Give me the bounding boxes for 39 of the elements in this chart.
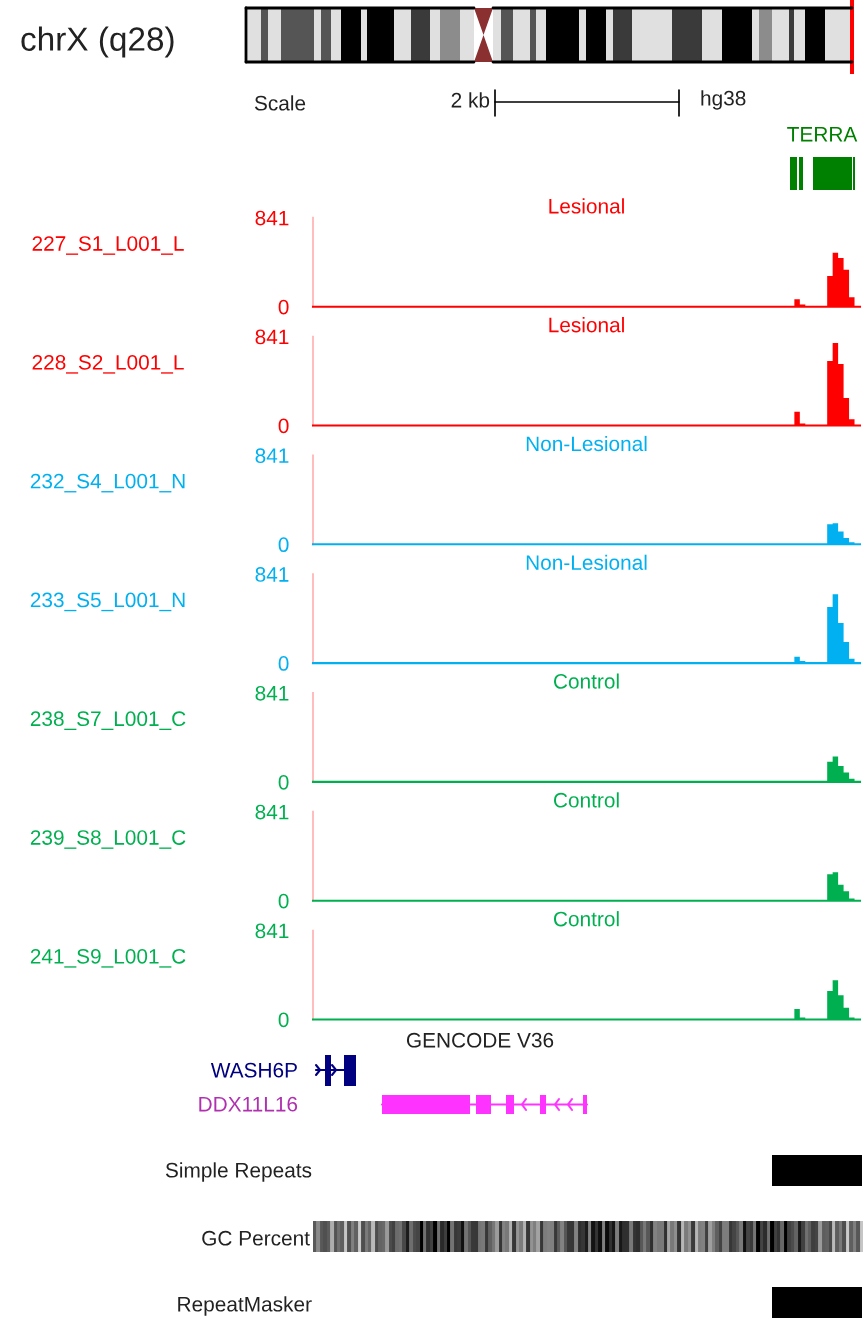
y-tick-label: 841 [255, 685, 289, 701]
text: TERRA [787, 127, 858, 142]
y-axis-title: 233_S5_L001_N [30, 592, 185, 612]
chart-title: Lesional [549, 317, 624, 333]
y-tick-label: 0 [278, 893, 289, 909]
chart-title: Control [553, 792, 619, 808]
text: Scale [254, 95, 306, 111]
chart-title: Lesional [549, 198, 624, 214]
y-tick-label: 841 [255, 567, 289, 582]
y-tick-label: 841 [255, 329, 289, 345]
text: WASH6P [210, 1062, 297, 1078]
text: DDX11L16 [199, 1096, 298, 1112]
text: hg38 [701, 90, 746, 110]
y-axis-title: 241_S9_L001_C [30, 948, 186, 968]
y-axis-title: 239_S8_L001_C [30, 830, 186, 849]
text: GENCODE V36 [406, 1032, 554, 1048]
y-tick-label: 0 [278, 299, 289, 315]
y-tick-label: 0 [278, 774, 289, 790]
text: GC Percent [202, 1230, 310, 1246]
y-tick-label: 841 [255, 210, 289, 226]
y-tick-label: 0 [278, 656, 289, 671]
chart-title: Control [553, 673, 619, 689]
y-axis-title: 238_S7_L001_C [30, 711, 186, 731]
y-axis-title: 228_S2_L001_L [32, 354, 184, 374]
chart-title: Non-Lesional [526, 554, 647, 570]
y-tick-label: 0 [278, 418, 289, 434]
y-tick-label: 841 [255, 804, 289, 820]
y-axis-title: 232_S4_L001_N [30, 473, 185, 493]
chart-title: Non-Lesional [526, 435, 647, 452]
y-tick-label: 841 [255, 923, 289, 939]
y-axis-title: 227_S1_L001_L [32, 236, 184, 255]
text: chrX (q28) [21, 26, 174, 58]
text: 2 kb [451, 92, 490, 108]
text: Simple Repeats [165, 1162, 312, 1182]
y-tick-label: 0 [278, 537, 289, 553]
y-tick-label: 841 [255, 448, 289, 464]
y-tick-label: 0 [278, 1012, 289, 1028]
chart-title: Control [553, 911, 619, 927]
text: RepeatMasker [178, 1296, 312, 1316]
